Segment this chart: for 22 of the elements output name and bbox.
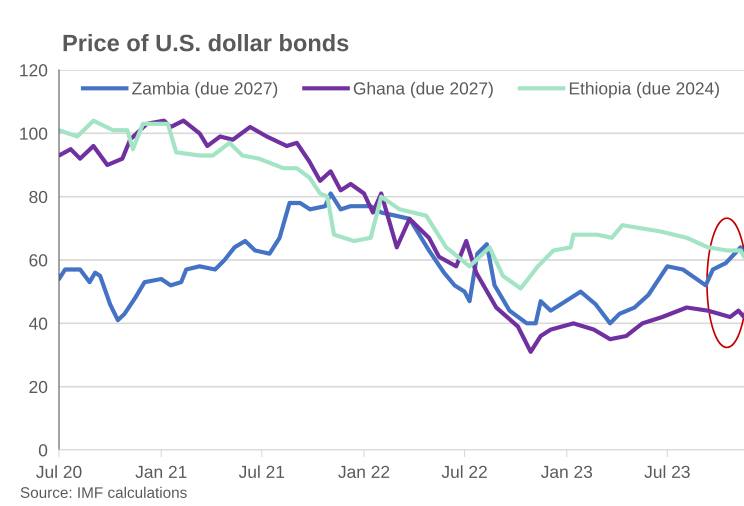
x-tick-label: Jan 21 [135,466,186,478]
y-tick-label: 60 [29,254,48,266]
legend-label: Zambia (due 2027) [132,82,278,98]
chart-title: Price of U.S. dollar bonds [64,34,348,52]
x-tick-label: Jul 20 [36,465,82,478]
legend-label: Ethiopia (due 2024) [570,82,719,98]
x-tick-label: Jan 23 [540,466,592,478]
y-tick-label: 80 [29,190,48,204]
x-tick-label: Jul 22 [442,465,487,478]
x-tick-label: Jan 22 [338,466,390,478]
y-tick-label: 120 [20,64,48,76]
source-note: Source: IMF calculations [20,486,187,498]
line-series [59,118,744,291]
y-tick-label: 20 [29,380,48,394]
y-tick-label: 40 [28,318,48,330]
x-tick-label: Jul 21 [238,465,284,478]
line-series [59,191,744,326]
y-tick-label: 0 [38,444,48,456]
y-tick-label: 100 [20,128,48,140]
line-series [59,118,744,354]
legend-label: Ghana (due 2027) [354,82,493,98]
x-tick-label: Jul 23 [644,465,690,478]
